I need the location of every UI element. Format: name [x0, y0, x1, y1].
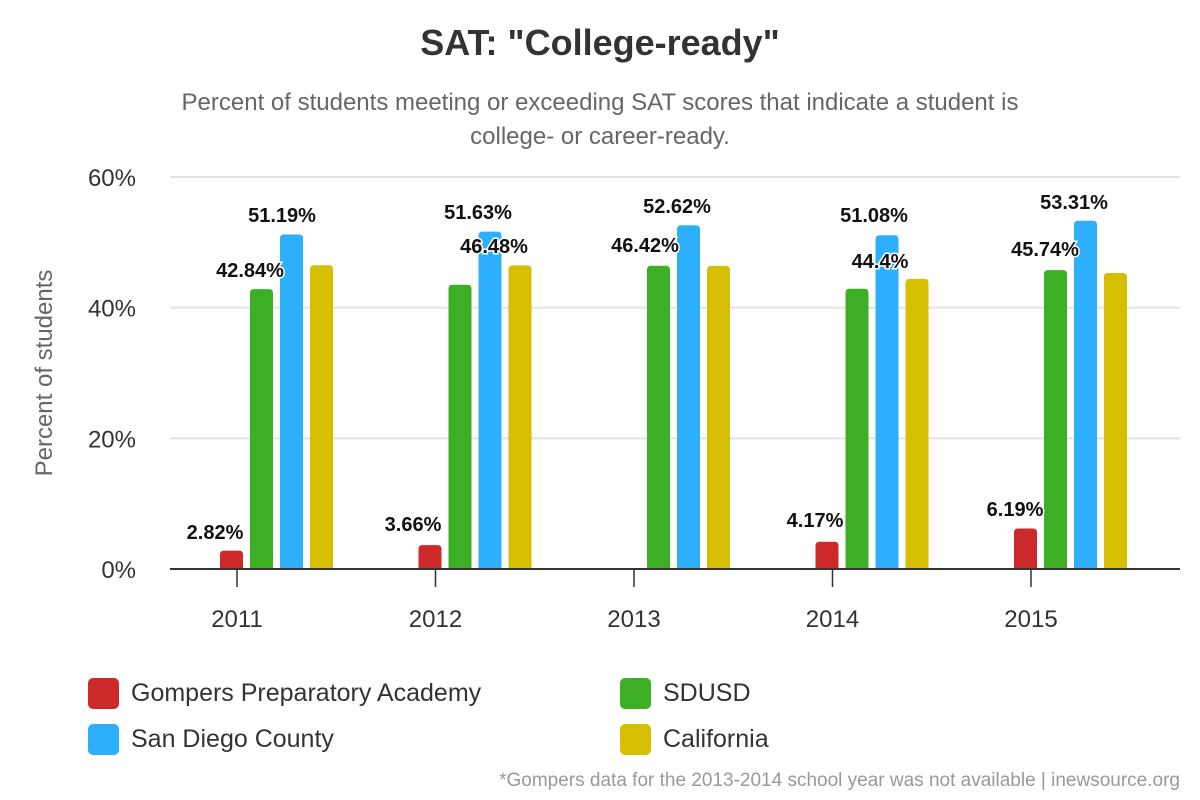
- y-tick-label: 40%: [88, 296, 136, 323]
- chart-subtitle: Percent of students meeting or exceeding…: [181, 89, 1019, 150]
- bar-san-diego-county-2013: [677, 225, 700, 569]
- bar-sdusd-2013: [647, 265, 670, 569]
- bar-san-diego-county-2011: [280, 234, 303, 570]
- bar-gompers-preparatory-academy-2011: [220, 550, 243, 569]
- footnote: *Gompers data for the 2013-2014 school y…: [499, 770, 1180, 791]
- legend-item-gompers: Gompers Preparatory Academy: [88, 678, 481, 709]
- x-tick-label: 2013: [607, 606, 660, 633]
- bar-gompers-preparatory-academy-2015: [1014, 528, 1037, 569]
- y-tick-label: 20%: [88, 426, 136, 453]
- legend-swatch: [88, 678, 119, 709]
- data-label: 6.19%: [987, 499, 1044, 521]
- data-label: 53.31%: [1040, 192, 1108, 214]
- y-tick-label: 0%: [101, 557, 136, 584]
- y-tick-label: 60%: [88, 165, 136, 192]
- bar-california-2014: [905, 278, 929, 569]
- legend-item-san-diego-county: San Diego County: [88, 724, 334, 755]
- bar-gompers-preparatory-academy-2012: [418, 545, 442, 569]
- legend-item-sdusd: SDUSD: [620, 678, 751, 709]
- bar-sdusd-2015: [1044, 270, 1067, 569]
- bar-gompers-preparatory-academy-2014: [815, 541, 839, 569]
- chart-title: SAT: "College-ready": [420, 22, 780, 63]
- bar-san-diego-county-2014: [875, 235, 899, 569]
- data-label: 46.42%: [611, 235, 679, 257]
- x-tick-label: 2012: [409, 606, 462, 633]
- bar-san-diego-county-2015: [1074, 220, 1097, 569]
- data-label: 2.82%: [187, 522, 244, 544]
- bar-sdusd-2014: [845, 288, 869, 569]
- legend-label: California: [663, 725, 769, 753]
- x-tick-label: 2011: [211, 606, 263, 633]
- legend-item-california: California: [620, 724, 769, 755]
- legend-swatch: [620, 724, 651, 755]
- data-label: 51.08%: [840, 205, 908, 227]
- data-label: 42.84%: [216, 260, 284, 282]
- x-tick-label: 2015: [1004, 606, 1057, 633]
- bar-california-2011: [310, 265, 333, 569]
- y-axis-label: Percent of students: [31, 270, 58, 477]
- bar-california-2013: [707, 265, 730, 569]
- legend-label: SDUSD: [663, 679, 751, 707]
- bar-california-2012: [508, 265, 532, 569]
- data-label: 3.66%: [385, 514, 442, 536]
- data-label: 4.17%: [787, 510, 844, 532]
- data-label: 46.48%: [460, 236, 528, 258]
- data-label: 44.4%: [852, 251, 909, 273]
- bar-sdusd-2011: [250, 289, 273, 569]
- legend-swatch: [620, 678, 651, 709]
- legend-label: Gompers Preparatory Academy: [131, 679, 482, 707]
- bar-california-2015: [1104, 273, 1127, 569]
- data-label: 45.74%: [1011, 239, 1079, 261]
- bar-sdusd-2012: [448, 284, 472, 569]
- bar-san-diego-county-2012: [478, 231, 502, 569]
- x-tick-label: 2014: [806, 606, 859, 633]
- legend-label: San Diego County: [131, 725, 334, 753]
- legend-swatch: [88, 724, 119, 755]
- data-label: 51.19%: [248, 205, 316, 227]
- data-label: 51.63%: [444, 202, 512, 224]
- data-label: 52.62%: [643, 196, 711, 218]
